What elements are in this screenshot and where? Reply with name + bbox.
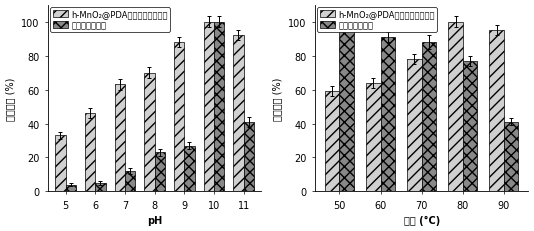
Bar [174,43,184,192]
Bar [407,60,422,192]
Bar [325,92,340,192]
Bar [66,185,76,192]
Bar [366,83,381,192]
Bar [490,31,504,192]
Text: (a): (a) [52,9,72,22]
Text: (b): (b) [319,9,340,22]
Bar [233,36,244,192]
Bar [85,114,95,192]
Legend: h-MnO₂@PDA固定化乙酰胆碷酩, 游离乙酰胆碷酩: h-MnO₂@PDA固定化乙酰胆碷酩, 游离乙酰胆碷酩 [50,8,170,33]
Y-axis label: 相对活性 (%): 相对活性 (%) [272,77,282,120]
Bar [244,122,254,192]
Bar [125,171,135,192]
Bar [144,73,155,192]
Bar [422,43,436,192]
Bar [55,136,66,192]
Bar [155,153,165,192]
Bar [381,38,395,192]
Bar [449,22,463,192]
Bar [214,22,224,192]
Bar [115,85,125,192]
Bar [463,61,477,192]
Bar [340,22,354,192]
Bar [203,22,214,192]
Bar [95,183,106,192]
Bar [184,146,195,192]
X-axis label: pH: pH [147,216,162,225]
X-axis label: 温度 (°C): 温度 (°C) [404,216,440,225]
Bar [504,122,518,192]
Legend: h-MnO₂@PDA固定化乙酰胆碷酩, 游离乙酰胆碷酩: h-MnO₂@PDA固定化乙酰胆碷酩, 游离乙酰胆碷酩 [317,8,437,33]
Y-axis label: 相对活性 (%): 相对活性 (%) [5,77,15,120]
